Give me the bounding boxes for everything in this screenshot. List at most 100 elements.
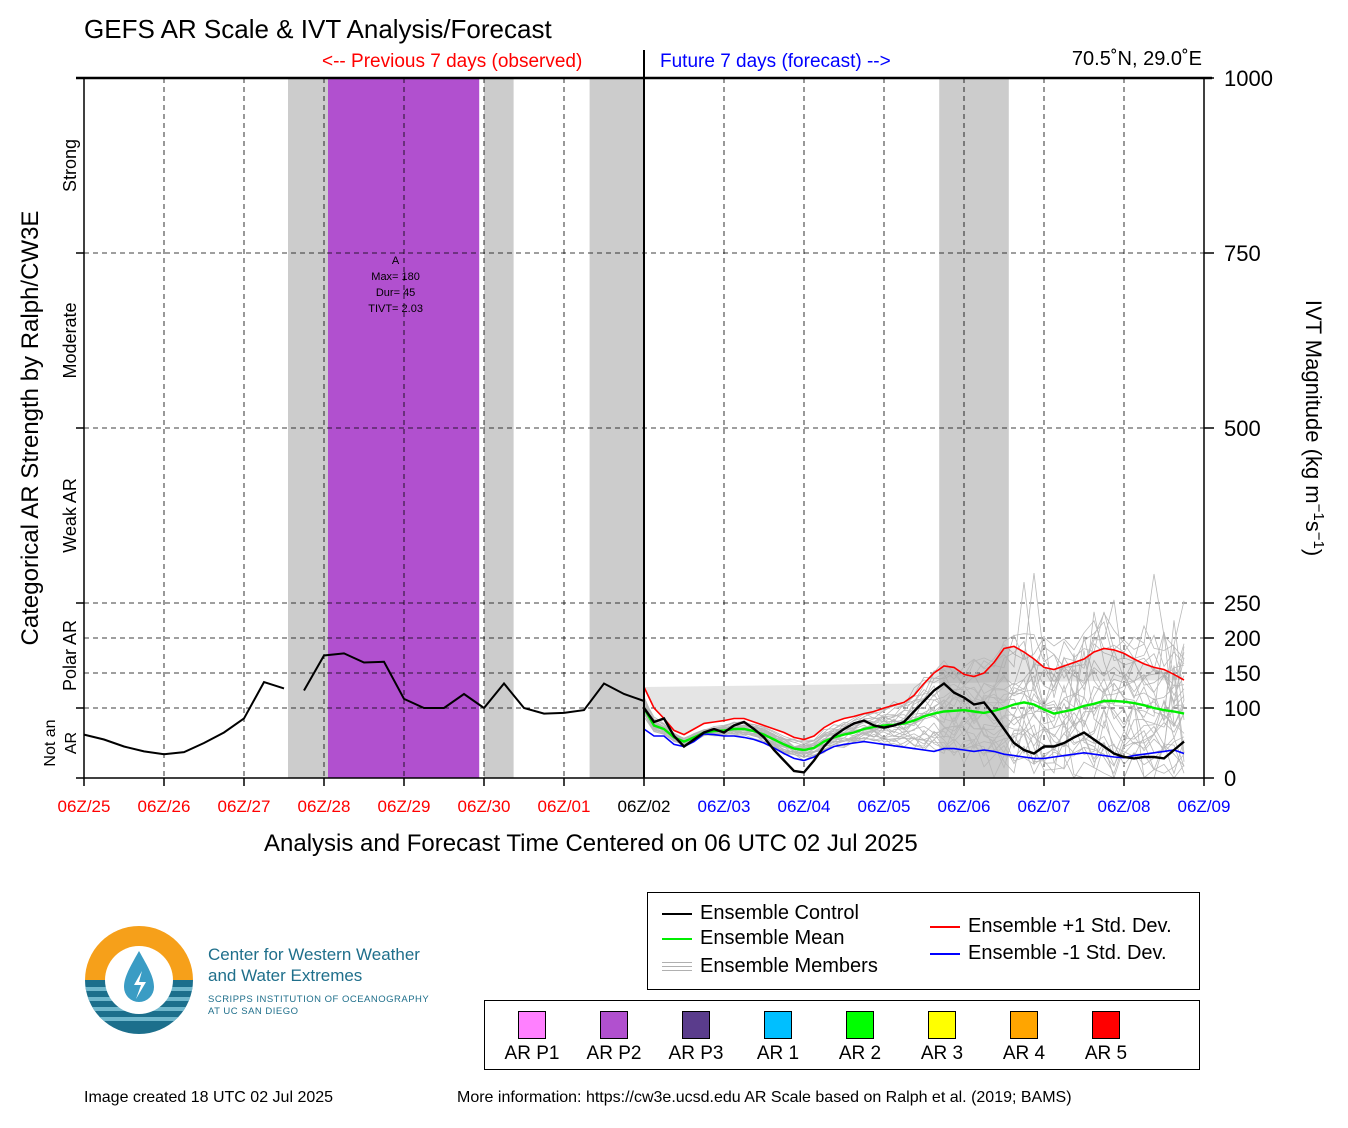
ar-category-swatch <box>928 1011 956 1039</box>
category-label-0: Not an <box>42 719 59 766</box>
observed-line-1 <box>303 652 645 715</box>
ar-category-swatch <box>1010 1011 1038 1039</box>
future-days-label: Future 7 days (forecast) --> <box>660 51 891 72</box>
ar-event-max: Max= 180 <box>371 271 420 283</box>
ensemble-member-24 <box>643 581 1185 743</box>
forecast-line-ensemble-1-std-dev- <box>643 728 1185 762</box>
category-label-2: Weak AR <box>60 478 80 553</box>
legend-control: Ensemble Control <box>662 902 859 925</box>
x-tick-label-5: 06Z/30 <box>458 797 511 816</box>
right-y-axis-label-part-0: IVT Magnitude (kg m <box>1301 300 1326 504</box>
category-label-4: Strong <box>60 139 80 192</box>
ar-category-label: AR P3 <box>668 1043 724 1064</box>
legend-plus-std-label: Ensemble +1 Std. Dev. <box>968 915 1172 937</box>
legend-minus-std-label: Ensemble -1 Std. Dev. <box>968 942 1167 964</box>
category-label-1: Polar AR <box>60 620 80 691</box>
org-name-line1: Center for Western Weather <box>208 945 420 964</box>
cw3e-logo <box>85 926 193 1034</box>
ensemble-member-29 <box>643 713 1185 780</box>
x-tick-label-2: 06Z/27 <box>218 797 271 816</box>
ar-category-label: AR 3 <box>920 1043 964 1064</box>
x-tick-label-0: 06Z/25 <box>58 797 111 816</box>
y-tick-label-1: 100 <box>1224 696 1261 721</box>
x-tick-label-14: 06Z/09 <box>1178 797 1231 816</box>
legend-members-swatch <box>662 959 692 974</box>
right-y-axis-label-part-2: s <box>1301 521 1326 532</box>
x-tick-label-1: 06Z/26 <box>138 797 191 816</box>
ensemble-member-25 <box>643 705 1185 757</box>
legend-minus-std: Ensemble -1 Std. Dev. <box>930 942 1167 965</box>
legend-plus-std-swatch <box>930 925 960 928</box>
org-affiliation-line2: AT UC SAN DIEGO <box>208 1006 299 1017</box>
ar-category-swatch <box>764 1011 792 1039</box>
ar-category-label: AR P1 <box>504 1043 560 1064</box>
ar-category-swatch <box>600 1011 628 1039</box>
ar-category-label: AR 4 <box>1002 1043 1046 1064</box>
y-tick-label-4: 250 <box>1224 591 1261 616</box>
ar-category-legend: AR P1 AR P2 AR P3 AR 1 AR 2 AR 3 AR 4 AR 5 <box>484 1000 1200 1070</box>
ar-category-ar-5: AR 5 <box>1071 1011 1141 1065</box>
image-created-note: Image created 18 UTC 02 Jul 2025 <box>84 1089 334 1106</box>
x-tick-label-13: 06Z/08 <box>1098 797 1151 816</box>
x-tick-label-10: 06Z/05 <box>858 797 911 816</box>
std-dev-shading <box>644 646 1184 740</box>
x-axis-label: Analysis and Forecast Time Centered on 0… <box>264 830 918 857</box>
legend-mean-swatch <box>662 937 692 940</box>
ar-category-ar-p1: AR P1 <box>497 1011 567 1065</box>
right-y-axis-label-part-3: −1 <box>1310 532 1327 549</box>
org-name-line2: and Water Extremes <box>208 966 363 985</box>
forecast-line-ensemble-mean <box>642 699 1185 752</box>
chart-title: GEFS AR Scale & IVT Analysis/Forecast <box>84 14 552 44</box>
series-legend: Ensemble Control Ensemble Mean Ensemble … <box>647 892 1200 990</box>
right-y-axis-label-part-1: −1 <box>1310 504 1327 521</box>
right-y-axis-label-part-4: ) <box>1301 549 1326 556</box>
ar-category-ar-p2: AR P2 <box>579 1011 649 1065</box>
ar-category-ar-2: AR 2 <box>825 1011 895 1065</box>
previous-days-label: <-- Previous 7 days (observed) <box>322 51 583 72</box>
ar-category-ar-3: AR 3 <box>907 1011 977 1065</box>
observed-line-0 <box>83 680 285 756</box>
category-label-3: Moderate <box>60 302 80 378</box>
location-coordinates: 70.5˚N, 29.0˚E <box>1071 48 1202 70</box>
category-label-0-b: AR <box>63 732 80 754</box>
legend-members-label: Ensemble Members <box>700 955 878 977</box>
forecast-line-ensemble-1-std-dev- <box>643 645 1185 741</box>
ar-category-ar-4: AR 4 <box>989 1011 1059 1065</box>
x-tick-label-6: 06Z/01 <box>538 797 591 816</box>
x-tick-label-8: 06Z/03 <box>698 797 751 816</box>
ensemble-member-19 <box>643 716 1185 769</box>
y-tick-label-3: 200 <box>1224 626 1261 651</box>
ar-event-duration: Dur= 45 <box>376 287 415 299</box>
y-tick-label-2: 150 <box>1224 661 1261 686</box>
x-tick-label-4: 06Z/29 <box>378 797 431 816</box>
legend-minus-std-swatch <box>930 952 960 955</box>
x-tick-label-11: 06Z/06 <box>938 797 991 816</box>
legend-mean-label: Ensemble Mean <box>700 927 845 949</box>
x-tick-label-12: 06Z/07 <box>1018 797 1071 816</box>
ensemble-member-23 <box>643 673 1185 770</box>
y-tick-label-0: 0 <box>1224 766 1236 791</box>
more-info-note: More information: https://cw3e.ucsd.edu … <box>457 1089 1072 1106</box>
ar-category-swatch <box>518 1011 546 1039</box>
legend-control-swatch <box>662 912 692 915</box>
right-y-axis-label: IVT Magnitude (kg m−1s−1) <box>1301 300 1327 556</box>
y-tick-label-5: 500 <box>1224 416 1261 441</box>
ar-category-ar-p3: AR P3 <box>661 1011 731 1065</box>
ar-category-ar-1: AR 1 <box>743 1011 813 1065</box>
org-affiliation-line1: SCRIPPS INSTITUTION OF OCEANOGRAPHY <box>208 994 430 1005</box>
ar-event-tivt: TIVT= 2.03 <box>368 303 423 315</box>
legend-plus-std: Ensemble +1 Std. Dev. <box>930 915 1172 938</box>
legend-members: Ensemble Members <box>662 955 878 978</box>
ivt-chart: A Max= 180 Dur= 45 TIVT= 2.03 06Z/25 06Z/26 06… <box>17 50 1327 816</box>
x-tick-label-3: 06Z/28 <box>298 797 351 816</box>
legend-control-label: Ensemble Control <box>700 902 859 924</box>
ar-category-swatch <box>682 1011 710 1039</box>
x-tick-label-7: 06Z/02 <box>618 797 671 816</box>
left-y-axis-label: Categorical AR Strength by Ralph/CW3E <box>17 211 44 646</box>
ar-category-label: AR P2 <box>586 1043 642 1064</box>
x-tick-label-9: 06Z/04 <box>778 797 831 816</box>
y-tick-label-6: 750 <box>1224 241 1261 266</box>
ar-category-label: AR 1 <box>756 1043 800 1064</box>
legend-mean: Ensemble Mean <box>662 927 845 950</box>
ar-category-label: AR 2 <box>838 1043 882 1064</box>
